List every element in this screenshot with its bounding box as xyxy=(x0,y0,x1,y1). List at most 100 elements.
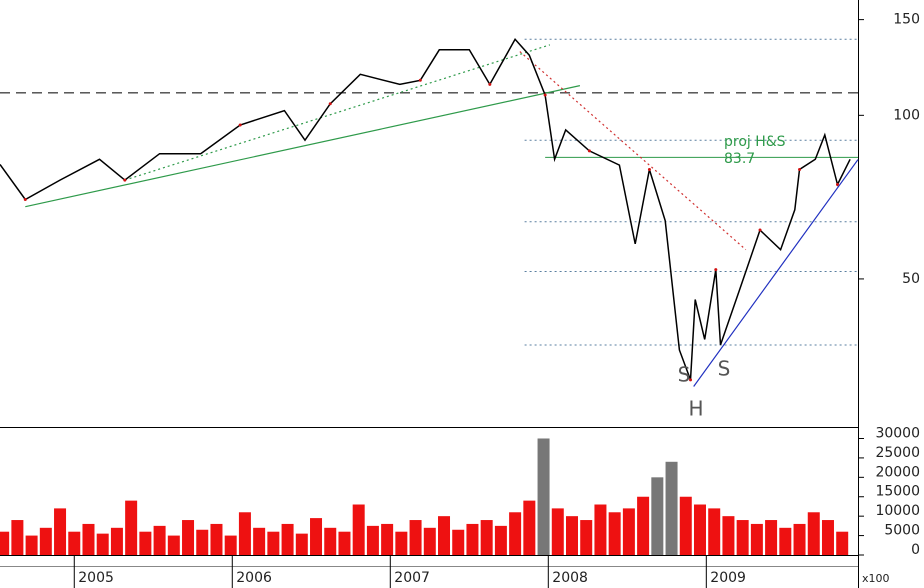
price-line xyxy=(0,38,851,381)
volume-bar xyxy=(82,523,95,555)
volume-bar xyxy=(139,531,152,555)
volume-bar xyxy=(494,525,507,555)
volume-bar xyxy=(395,531,408,555)
annotation: S xyxy=(678,363,691,387)
volume-bar xyxy=(566,516,578,555)
price-point xyxy=(758,228,762,232)
y-tick-label: 100 xyxy=(893,107,920,123)
volume-bar xyxy=(324,527,337,555)
volume-bar xyxy=(665,461,678,555)
price-point xyxy=(123,178,127,182)
plot-bg xyxy=(0,0,858,555)
volume-bar xyxy=(821,520,834,555)
volume-bar xyxy=(224,535,237,555)
y-tick-label: 0 xyxy=(911,542,920,558)
volume-bar xyxy=(110,527,123,555)
price-point xyxy=(587,149,591,153)
x-tick-label: 2009 xyxy=(710,570,746,586)
price-point xyxy=(418,78,422,82)
volume-bar xyxy=(452,529,465,555)
volume-bar xyxy=(836,531,849,555)
volume-bar xyxy=(167,535,180,555)
annotation: 83.7 xyxy=(724,151,755,167)
price-point xyxy=(328,102,332,106)
volume-bar xyxy=(793,523,806,555)
volume-bar xyxy=(423,527,436,555)
volume-bar xyxy=(125,500,138,555)
price-point xyxy=(647,167,651,171)
x-tick-label: 2005 xyxy=(78,570,114,586)
volume-bar xyxy=(807,512,820,555)
y-tick-label: 20000 xyxy=(875,464,920,480)
volume-bar xyxy=(182,520,195,555)
y-tick-label: 30000 xyxy=(875,425,920,441)
trend-line xyxy=(693,159,859,387)
y-axis-unit: x100 xyxy=(862,572,890,585)
volume-bar xyxy=(11,520,24,555)
y-tick-label: 50 xyxy=(902,271,920,287)
y-tick-label: 15000 xyxy=(875,484,920,500)
price-point xyxy=(488,82,492,86)
volume-bar xyxy=(637,496,650,555)
x-tick-label: 2008 xyxy=(552,570,588,586)
annotation: H xyxy=(688,397,703,421)
volume-bar xyxy=(210,523,223,555)
price-point xyxy=(238,123,242,127)
volume-bar xyxy=(0,531,10,555)
volume-bar xyxy=(466,523,479,555)
volume-bar xyxy=(310,518,323,555)
volume-bar xyxy=(509,512,522,555)
price-point xyxy=(835,182,839,186)
annotation: S xyxy=(718,357,731,381)
volume-bar xyxy=(622,508,635,555)
price-point xyxy=(714,268,718,272)
annotation: proj H&S xyxy=(724,134,786,150)
volume-bar xyxy=(381,523,394,555)
volume-bar xyxy=(54,508,67,555)
y-tick-label: 25000 xyxy=(875,445,920,461)
volume-bar xyxy=(366,525,379,555)
volume-bar xyxy=(693,504,706,555)
x-tick-label: 2006 xyxy=(236,570,272,586)
volume-bar xyxy=(267,531,280,555)
volume-bar xyxy=(238,512,251,555)
price-point xyxy=(798,167,802,171)
volume-bar xyxy=(708,508,721,555)
volume-bar xyxy=(480,520,493,555)
volume-bar xyxy=(253,527,266,555)
volume-bar xyxy=(736,520,749,555)
volume-bar xyxy=(438,516,451,555)
volume-bar xyxy=(25,535,38,555)
volume-bar xyxy=(722,516,735,555)
volume-bar xyxy=(523,500,536,555)
volume-bar xyxy=(153,525,166,555)
volume-bar xyxy=(594,504,607,555)
volume-bar xyxy=(68,531,81,555)
volume-bar xyxy=(679,496,692,555)
price-point xyxy=(23,198,27,202)
volume-bar xyxy=(537,438,550,555)
volume-bar xyxy=(651,477,664,555)
volume-bar xyxy=(779,527,792,555)
volume-bar xyxy=(96,533,109,555)
volume-bar xyxy=(281,523,294,555)
volume-bar xyxy=(750,523,763,555)
volume-bar xyxy=(39,527,52,555)
price-point xyxy=(543,93,547,97)
volume-bar xyxy=(352,504,365,555)
x-tick-label: 2007 xyxy=(394,570,430,586)
volume-bar xyxy=(765,520,778,555)
price-point xyxy=(689,378,693,382)
volume-bar xyxy=(196,529,209,555)
volume-bar xyxy=(409,520,422,555)
volume-bar xyxy=(551,508,564,555)
y-tick-label: 150 xyxy=(893,12,920,28)
volume-bar xyxy=(580,520,593,555)
y-tick-label: 10000 xyxy=(875,503,920,519)
volume-bar xyxy=(608,512,621,555)
volume-bar xyxy=(295,533,308,555)
trend-line xyxy=(519,51,747,251)
trend-line xyxy=(25,85,581,208)
y-tick-label: 5000 xyxy=(884,523,920,539)
